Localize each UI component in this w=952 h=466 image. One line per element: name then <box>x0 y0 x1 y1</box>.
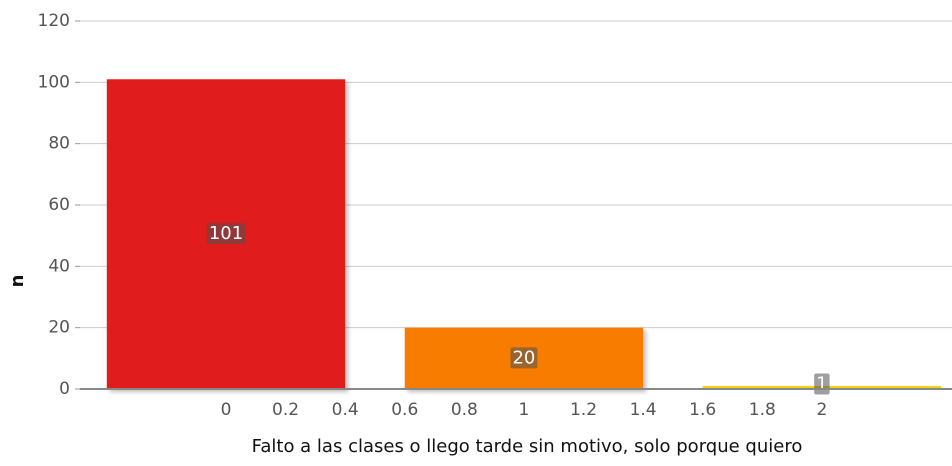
x-tick-label: 1 <box>519 400 530 420</box>
x-tick-label: 2 <box>816 400 827 420</box>
x-tick-label: 0.6 <box>391 400 418 420</box>
x-axis-title: Falto a las clases o llego tarde sin mot… <box>252 436 803 457</box>
data-label-box <box>510 347 538 369</box>
data-label: 20 <box>510 347 538 369</box>
y-tick-label: 60 <box>48 195 70 215</box>
x-tick-label: 0.4 <box>332 400 359 420</box>
x-tick-label: 0.2 <box>272 400 299 420</box>
data-label-text: 101 <box>209 223 243 244</box>
data-label-text: 20 <box>512 347 535 368</box>
data-label-box <box>206 223 246 245</box>
y-tick-label: 0 <box>59 379 70 399</box>
y-axis-title: n <box>7 275 28 288</box>
x-tick-label: 1.6 <box>689 400 716 420</box>
x-tick-label: 1.8 <box>749 400 776 420</box>
x-tick-label: 0.8 <box>451 400 478 420</box>
y-tick-label: 120 <box>38 11 70 31</box>
y-tick-label: 100 <box>38 72 70 92</box>
y-tick-label: 80 <box>48 134 70 154</box>
y-tick-label: 40 <box>48 256 70 276</box>
x-tick-label: 1.2 <box>570 400 597 420</box>
data-label: 1 <box>814 373 830 395</box>
y-tick-label: 20 <box>48 318 70 338</box>
data-label-text: 1 <box>816 373 827 394</box>
data-label: 101 <box>206 223 246 245</box>
x-tick-label: 1.4 <box>630 400 657 420</box>
x-tick-label: 0 <box>221 400 232 420</box>
